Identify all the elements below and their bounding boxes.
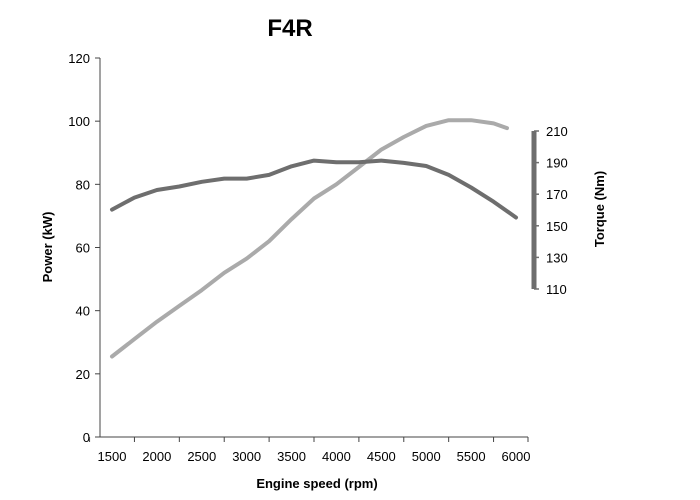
x-tick-label: 3500 bbox=[277, 449, 306, 464]
y-tick-label: 80 bbox=[76, 177, 90, 192]
x-tick-label: 6000 bbox=[502, 449, 531, 464]
y2-tick-label: 130 bbox=[546, 250, 568, 265]
x-axis-title: Engine speed (rpm) bbox=[256, 476, 377, 491]
y2-axis-title: Torque (Nm) bbox=[592, 171, 607, 247]
y2-tick-label: 170 bbox=[546, 187, 568, 202]
y2-tick-label: 150 bbox=[546, 219, 568, 234]
series-line-1 bbox=[110, 118, 509, 359]
y-tick-label: 20 bbox=[76, 367, 90, 382]
y-tick-label: 100 bbox=[68, 114, 90, 129]
y2-tick-label: 210 bbox=[546, 124, 568, 139]
series-line-2 bbox=[110, 158, 518, 220]
x-tick-label: 4500 bbox=[367, 449, 396, 464]
axes: 0 20 40 60 80 100 120 1500 2000 2500 3000 3500 4000 4… bbox=[68, 51, 567, 464]
x-tick-label: 3000 bbox=[232, 449, 261, 464]
x-tick-label: 2000 bbox=[142, 449, 171, 464]
series-lines bbox=[110, 118, 518, 359]
y-tick-label: 40 bbox=[76, 304, 90, 319]
y-tick-label: 60 bbox=[76, 241, 90, 256]
y-axis-title: Power (kW) bbox=[40, 212, 55, 283]
x-tick-label: 2500 bbox=[187, 449, 216, 464]
x-tick-label: 1500 bbox=[98, 449, 127, 464]
chart-title: F4R bbox=[267, 15, 312, 42]
x-tick-label: 5000 bbox=[412, 449, 441, 464]
y2-tick-label: 110 bbox=[546, 282, 567, 297]
y2-tick-label: 190 bbox=[546, 156, 568, 171]
x-tick-label: 4000 bbox=[322, 449, 351, 464]
x-tick-label: 5500 bbox=[457, 449, 486, 464]
y-tick-label: 0 bbox=[83, 430, 90, 445]
y-tick-label: 120 bbox=[68, 51, 90, 66]
